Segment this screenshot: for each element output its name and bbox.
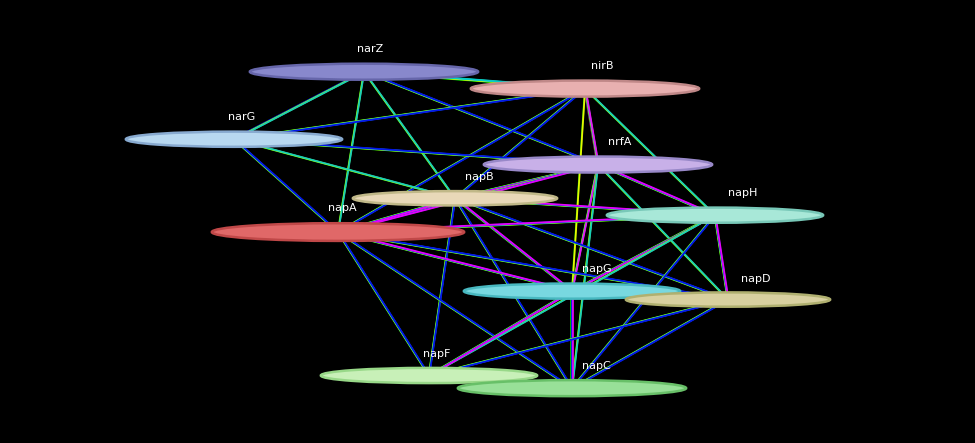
Ellipse shape: [212, 223, 464, 241]
Ellipse shape: [321, 368, 537, 383]
Text: napA: napA: [328, 202, 356, 213]
Ellipse shape: [126, 132, 342, 147]
Ellipse shape: [606, 208, 823, 223]
Ellipse shape: [464, 284, 681, 299]
Text: napD: napD: [741, 273, 770, 284]
Text: napG: napG: [582, 264, 612, 274]
Ellipse shape: [250, 64, 478, 80]
Text: napC: napC: [582, 361, 611, 371]
Text: napB: napB: [465, 172, 494, 182]
Ellipse shape: [484, 156, 712, 173]
Ellipse shape: [458, 380, 686, 396]
Text: narZ: narZ: [358, 44, 384, 54]
Text: nirB: nirB: [592, 61, 614, 71]
Ellipse shape: [471, 81, 699, 97]
Text: narG: narG: [227, 113, 254, 122]
Text: nrfA: nrfA: [608, 137, 632, 147]
Ellipse shape: [626, 292, 830, 307]
Text: napH: napH: [728, 188, 758, 198]
Text: napF: napF: [422, 349, 449, 359]
Ellipse shape: [353, 191, 557, 206]
